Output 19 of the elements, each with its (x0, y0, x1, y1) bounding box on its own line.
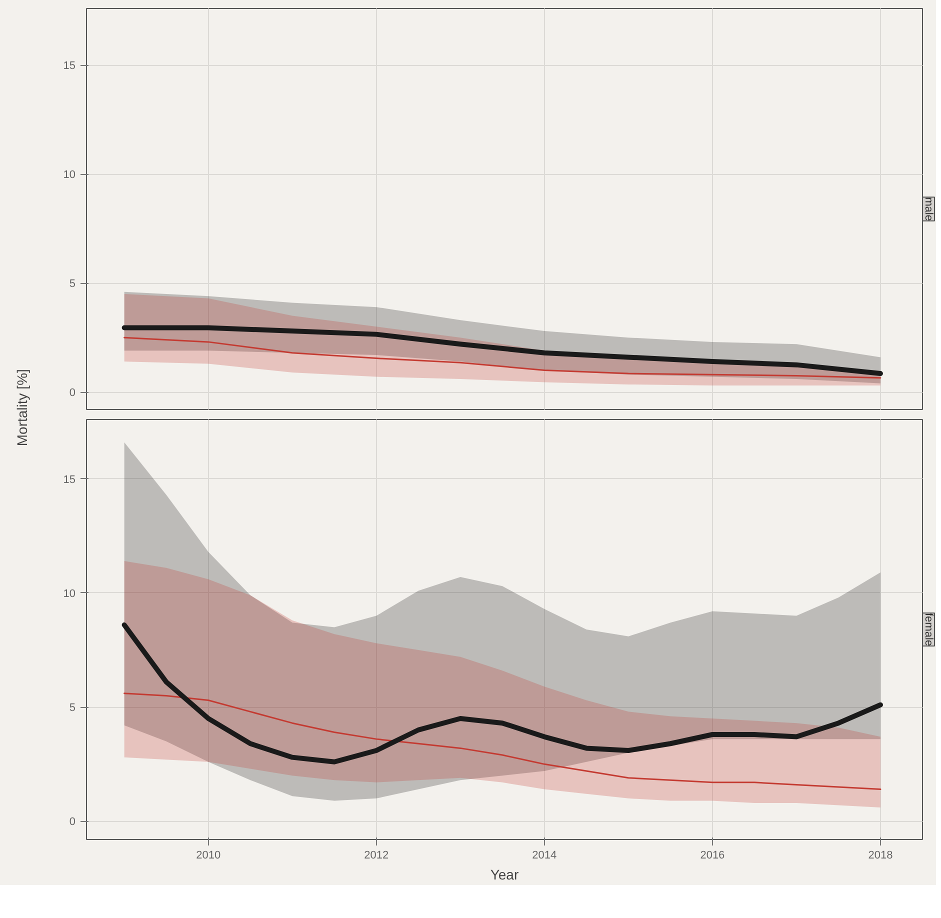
x-tick-label: 2010 (196, 850, 221, 862)
line-series (124, 336, 882, 379)
x-tick-label: 2018 (868, 850, 893, 862)
x-tick-label: 2016 (700, 850, 725, 862)
y-tick-label: 15 (63, 60, 76, 72)
line-series (124, 692, 882, 790)
text: female (922, 612, 934, 646)
y-tick-label: 0 (69, 816, 76, 828)
y-tick-label: 0 (69, 387, 76, 400)
y-tick-label: 5 (69, 702, 76, 714)
y-tick-label: 15 (63, 474, 76, 486)
y-axis-title: Mortality [%] (14, 369, 30, 446)
x-axis-title: Year (490, 866, 519, 882)
text: male (922, 197, 934, 221)
x-tick-label: 2012 (364, 850, 389, 862)
y-tick-label: 10 (63, 588, 76, 600)
x-tick-label: 2014 (532, 850, 557, 862)
y-tick-label: 10 (63, 169, 76, 182)
y-tick-label: 5 (69, 278, 76, 290)
